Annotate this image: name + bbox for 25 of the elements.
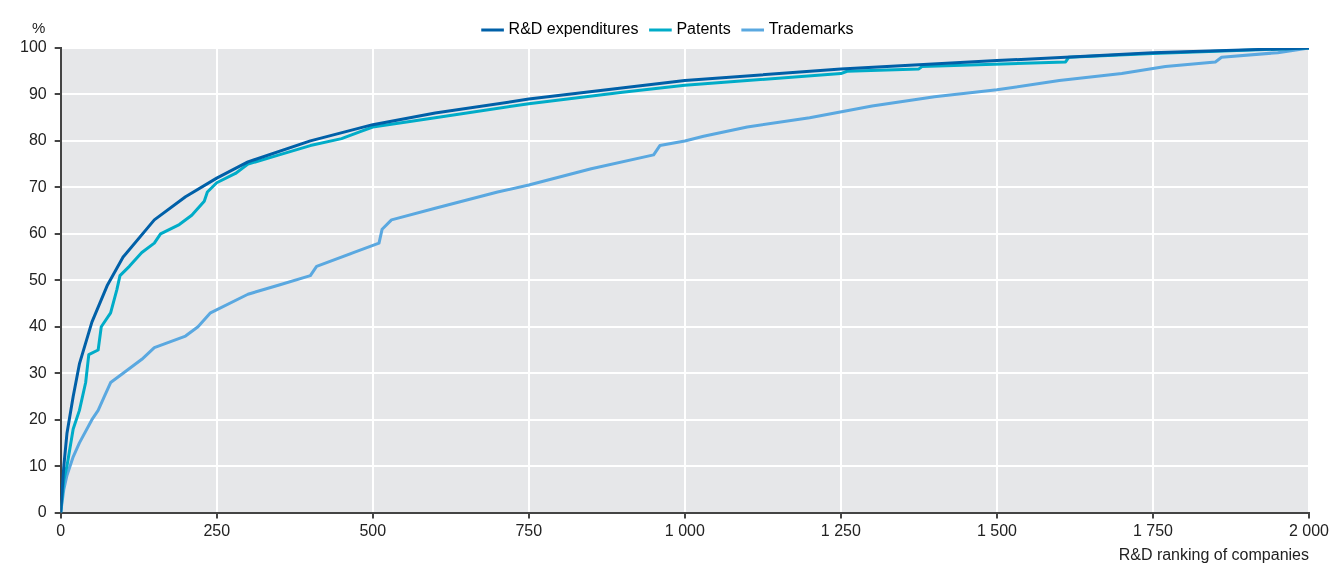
y-tick-label: 20	[28, 410, 47, 428]
y-tick-label: 30	[28, 363, 47, 381]
x-tick-label: 2 000	[1288, 521, 1330, 539]
x-tick-label: 500	[359, 521, 387, 539]
legend-label: Trademarks	[768, 20, 854, 38]
legend-label: R&D expenditures	[508, 20, 639, 38]
y-tick-label: 40	[28, 317, 47, 335]
legend-label: Patents	[676, 20, 731, 38]
x-tick-label: 1 250	[820, 521, 861, 539]
x-tick-label: 750	[515, 521, 543, 539]
x-tick-label: 1 500	[976, 521, 1018, 539]
y-tick-label: 10	[28, 456, 47, 474]
y-tick-label: 0	[37, 503, 47, 521]
y-tick-label: 50	[28, 270, 47, 288]
x-tick-label: 1 750	[1132, 521, 1174, 539]
y-tick-label: 60	[28, 224, 47, 242]
x-tick-label: 0	[56, 521, 66, 539]
y-tick-label: 80	[28, 131, 47, 149]
y-axis-title: %	[32, 18, 46, 36]
x-axis-title: R&D ranking of companies	[1118, 545, 1309, 563]
y-tick-label: 90	[28, 84, 47, 102]
x-tick-label: 1 000	[664, 521, 705, 539]
y-tick-label: 70	[28, 177, 47, 195]
x-tick-label: 250	[203, 521, 231, 539]
y-tick-label: 100	[19, 38, 47, 56]
